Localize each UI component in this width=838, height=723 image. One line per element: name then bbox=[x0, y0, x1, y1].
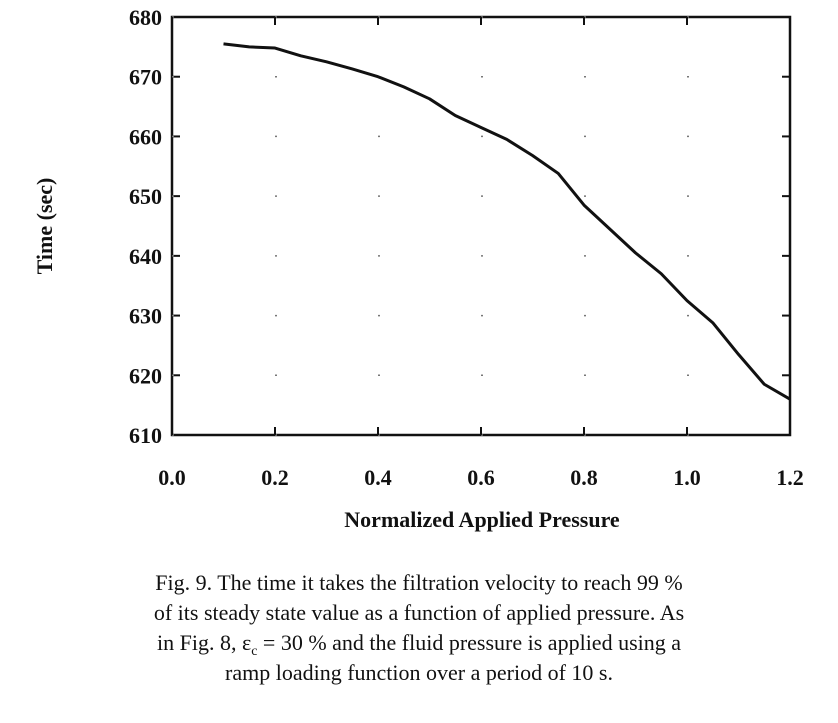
caption-subscript: c bbox=[251, 644, 257, 659]
x-axis-label: Normalized Applied Pressure bbox=[344, 507, 620, 532]
x-tick-label: 0.6 bbox=[467, 465, 495, 490]
y-tick-label: 680 bbox=[129, 5, 162, 30]
y-tick-label: 660 bbox=[129, 124, 162, 149]
caption-text: in Fig. 8, ε bbox=[157, 630, 251, 655]
x-tick-label: 0.0 bbox=[158, 465, 186, 490]
caption-line: ramp loading function over a period of 1… bbox=[225, 660, 613, 685]
y-tick-label: 630 bbox=[129, 304, 162, 329]
y-tick-label: 640 bbox=[129, 244, 162, 269]
caption-line: in Fig. 8, εc = 30 % and the fluid press… bbox=[157, 630, 681, 659]
y-tick-label: 620 bbox=[129, 363, 162, 388]
y-tick-label: 670 bbox=[129, 65, 162, 90]
x-tick-label: 0.8 bbox=[570, 465, 598, 490]
caption-text: = 30 % and the fluid pressure is applied… bbox=[257, 630, 681, 655]
caption-line: of its steady state value as a function … bbox=[154, 600, 684, 625]
y-axis-label: Time (sec) bbox=[32, 178, 57, 275]
y-tick-label: 650 bbox=[129, 184, 162, 209]
x-tick-label: 1.0 bbox=[673, 465, 701, 490]
data-line bbox=[223, 42, 791, 401]
plot-frame bbox=[170, 15, 792, 437]
caption-line: Fig. 9. The time it takes the filtration… bbox=[155, 570, 682, 595]
y-tick-label: 610 bbox=[129, 423, 162, 448]
x-tick-label: 0.4 bbox=[364, 465, 392, 490]
x-tick-label: 1.2 bbox=[776, 465, 804, 490]
x-tick-label: 0.2 bbox=[261, 465, 289, 490]
